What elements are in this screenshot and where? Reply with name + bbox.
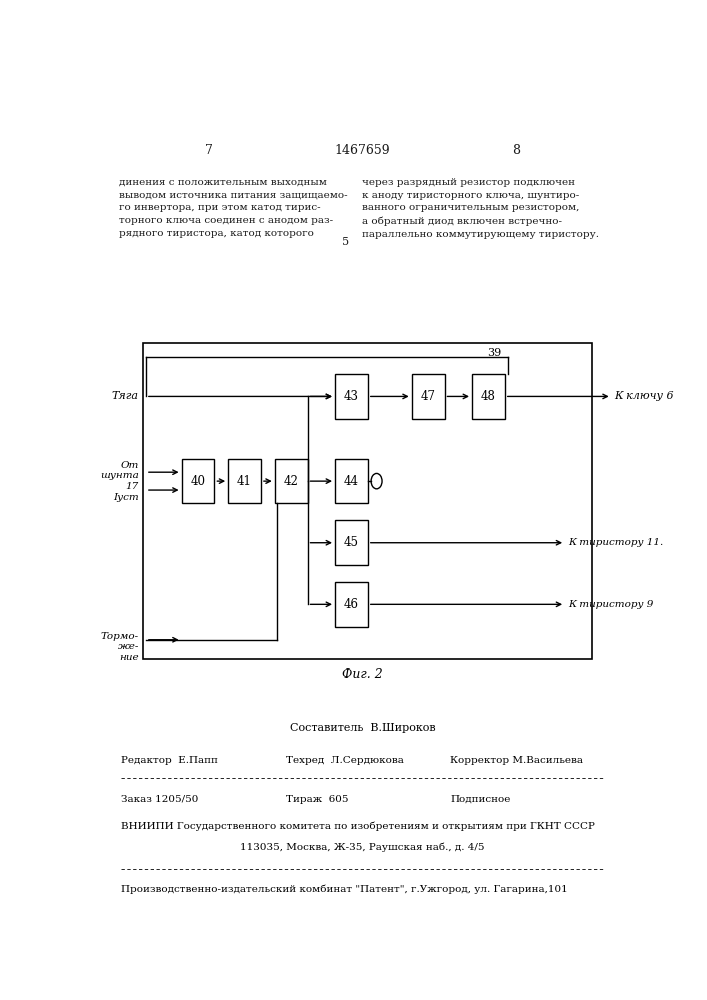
Text: 1467659: 1467659 xyxy=(334,144,390,157)
Text: 43: 43 xyxy=(344,390,359,403)
Text: Производственно-издательский комбинат "Патент", г.Ужгород, ул. Гагарина,101: Производственно-издательский комбинат "П… xyxy=(122,884,568,894)
Text: 42: 42 xyxy=(284,475,298,488)
Text: Составитель  В.Широков: Составитель В.Широков xyxy=(290,723,435,733)
Text: 47: 47 xyxy=(421,390,436,403)
Bar xyxy=(335,459,368,503)
Text: Техред  Л.Сердюкова: Техред Л.Сердюкова xyxy=(286,756,404,765)
Bar xyxy=(144,343,592,659)
Bar xyxy=(335,582,368,627)
Text: 39: 39 xyxy=(486,348,501,358)
Text: Заказ 1205/50: Заказ 1205/50 xyxy=(122,795,199,804)
Text: 44: 44 xyxy=(344,475,359,488)
Text: 7: 7 xyxy=(205,144,213,157)
Text: Тираж  605: Тираж 605 xyxy=(286,795,348,804)
Bar xyxy=(182,459,214,503)
Text: К тиристору 9: К тиристору 9 xyxy=(568,600,653,609)
Bar xyxy=(411,374,445,419)
Bar xyxy=(335,520,368,565)
Text: 8: 8 xyxy=(512,144,520,157)
Text: 45: 45 xyxy=(344,536,359,549)
Text: 41: 41 xyxy=(237,475,252,488)
Text: Корректор М.Васильева: Корректор М.Васильева xyxy=(450,756,583,765)
Text: 5: 5 xyxy=(342,237,349,247)
Text: Тормо-
же-
ние: Тормо- же- ние xyxy=(100,632,139,662)
Text: 113035, Москва, Ж-35, Раушская наб., д. 4/5: 113035, Москва, Ж-35, Раушская наб., д. … xyxy=(240,843,484,852)
Text: 46: 46 xyxy=(344,598,359,611)
Text: От
шунта
17
Iуст: От шунта 17 Iуст xyxy=(100,461,139,502)
Text: Тяга: Тяга xyxy=(112,391,139,401)
Text: Редактор  Е.Папп: Редактор Е.Папп xyxy=(122,756,218,765)
Text: 48: 48 xyxy=(481,390,496,403)
Bar xyxy=(228,459,261,503)
Text: Подписное: Подписное xyxy=(450,795,510,804)
Text: через разрядный резистор подключен
к аноду тиристорного ключа, шунтиро-
ванного : через разрядный резистор подключен к ано… xyxy=(363,178,600,239)
Text: динения с положительным выходным
выводом источника питания защищаемо-
го инверто: динения с положительным выходным выводом… xyxy=(119,178,347,238)
Bar xyxy=(275,459,308,503)
Text: 40: 40 xyxy=(190,475,206,488)
Text: Фиг. 2: Фиг. 2 xyxy=(342,668,382,681)
Bar xyxy=(472,374,505,419)
Text: К тиристору 11.: К тиристору 11. xyxy=(568,538,663,547)
Bar xyxy=(335,374,368,419)
Text: К ключу 6: К ключу 6 xyxy=(614,391,674,401)
Text: ВНИИПИ Государственного комитета по изобретениям и открытиям при ГКНТ СССР: ВНИИПИ Государственного комитета по изоб… xyxy=(122,821,595,831)
